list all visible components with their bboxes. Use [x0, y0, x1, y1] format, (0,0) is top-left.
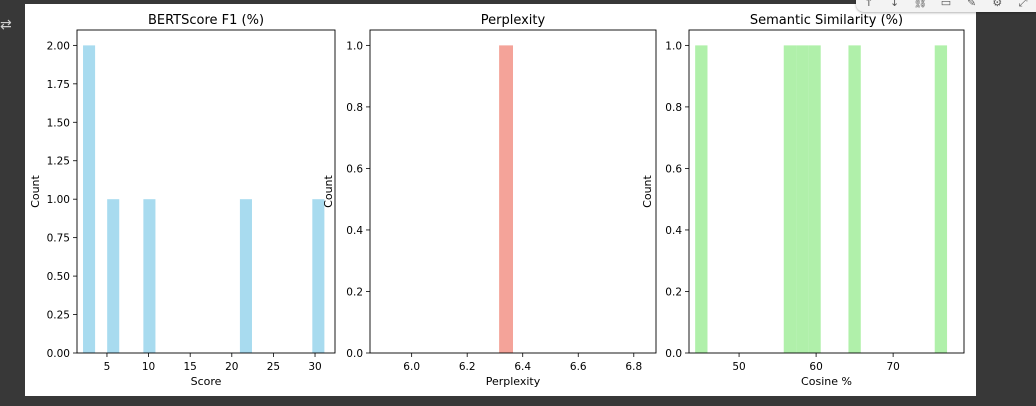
edit-icon[interactable]: ✎: [967, 0, 977, 9]
bertscore-xtick-label: 5: [104, 361, 111, 373]
perplexity-ytick-label: 1.0: [346, 40, 363, 52]
arrow-down-icon[interactable]: ↓: [889, 0, 900, 9]
similarity-bar: [848, 45, 861, 353]
bertscore-xtick-label: 10: [142, 361, 155, 373]
perplexity-xtick-label: 6.8: [625, 361, 642, 373]
perplexity-bar: [499, 45, 513, 353]
similarity-frame: [688, 29, 965, 354]
bertscore-ytick-label: 1.00: [47, 194, 70, 206]
bertscore-xtick-label: 15: [183, 361, 196, 373]
perplexity-title: Perplexity: [481, 13, 546, 28]
figure-area: 0.00 0.25 0.50 0.75 1.00 1.25 1.50 1.75 2.00 5 10 1…: [25, 4, 976, 396]
perplexity-xtick-label: 6.0: [403, 361, 420, 373]
bertscore-axes: 0.00 0.25 0.50 0.75 1.00 1.25 1.50 1.75 2.00 5 10 1…: [29, 13, 336, 388]
similarity-ytick-label: 0.8: [665, 102, 682, 114]
similarity-bar: [796, 45, 809, 353]
similarity-ytick-label: 0.0: [665, 348, 682, 360]
similarity-xtick-label: 60: [809, 361, 822, 373]
perplexity-ylabel: Count: [322, 174, 335, 207]
perplexity-xtick-label: 6.4: [514, 361, 531, 373]
perplexity-xtick-label: 6.6: [570, 361, 587, 373]
similarity-xtick-label: 50: [732, 361, 745, 373]
similarity-xlabel: Cosine %: [801, 375, 852, 388]
left-gutter: ⇄: [0, 0, 25, 406]
comment-icon[interactable]: ▭: [940, 0, 952, 9]
similarity-bar: [783, 45, 797, 353]
similarity-ytick-label: 0.4: [665, 225, 682, 237]
bertscore-xtick-label: 25: [267, 361, 280, 373]
bertscore-bar: [107, 199, 120, 353]
bertscore-bar: [239, 199, 252, 353]
perplexity-ytick-label: 0.2: [346, 286, 363, 298]
perplexity-ytick-label: 0.8: [346, 102, 363, 114]
similarity-bar: [934, 45, 948, 353]
bertscore-ytick-label: 0.50: [47, 271, 70, 283]
perplexity-ytick-label: 0.0: [346, 348, 363, 360]
bertscore-bar: [143, 199, 156, 353]
bertscore-frame: [76, 29, 336, 354]
similarity-ytick-label: 0.6: [665, 163, 682, 175]
bertscore-ytick-label: 1.75: [47, 79, 70, 91]
perplexity-frame: [369, 29, 657, 354]
bertscore-xtick-label: 20: [225, 361, 238, 373]
link-icon[interactable]: ⛓: [913, 0, 928, 9]
bertscore-ytick-label: 0.00: [47, 348, 70, 360]
bertscore-bar: [83, 45, 96, 353]
expand-icon[interactable]: ⤢: [1018, 0, 1028, 9]
similarity-title: Semantic Similarity (%): [750, 13, 903, 28]
bertscore-title: BERTScore F1 (%): [148, 13, 264, 28]
bertscore-ylabel: Count: [29, 174, 42, 207]
similarity-ytick-label: 0.2: [665, 286, 682, 298]
gear-icon[interactable]: ⚙: [992, 0, 1003, 9]
perplexity-ytick-label: 0.6: [346, 163, 363, 175]
perplexity-axes: 0.0 0.2 0.4 0.6 0.8 1.0 6.0 6.2 6.4 6.6 6.8 Perplex…: [322, 13, 657, 388]
right-strip: [976, 0, 1036, 406]
histogram-figure: 0.00 0.25 0.50 0.75 1.00 1.25 1.50 1.75 2.00 5 10 1…: [29, 13, 965, 388]
output-toggle-icon[interactable]: ⇄: [0, 17, 12, 33]
bertscore-ytick-label: 0.25: [47, 310, 70, 322]
similarity-ytick-label: 1.0: [665, 40, 682, 52]
perplexity-xlabel: Perplexity: [486, 375, 541, 388]
cell-toolbar: ↑ ↓ ⛓ ▭ ✎ ⚙ ⤢: [856, 0, 1036, 12]
perplexity-ytick-label: 0.4: [346, 225, 363, 237]
bertscore-ytick-label: 1.50: [47, 117, 70, 129]
perplexity-xtick-label: 6.2: [459, 361, 476, 373]
arrow-up-icon[interactable]: ↑: [864, 0, 874, 9]
similarity-axes: 0.0 0.2 0.4 0.6 0.8 1.0 50 60 70 Semantic Similar…: [641, 13, 965, 388]
bertscore-ytick-label: 2.00: [47, 40, 70, 52]
similarity-bar: [695, 45, 708, 353]
bertscore-bar: [312, 199, 325, 353]
bertscore-xlabel: Score: [191, 375, 222, 388]
similarity-bar: [808, 45, 821, 353]
bertscore-xtick-label: 30: [308, 361, 321, 373]
bertscore-ytick-label: 1.25: [47, 156, 70, 168]
bertscore-ytick-label: 0.75: [47, 233, 70, 245]
similarity-xtick-label: 70: [886, 361, 899, 373]
similarity-ylabel: Count: [641, 174, 654, 207]
